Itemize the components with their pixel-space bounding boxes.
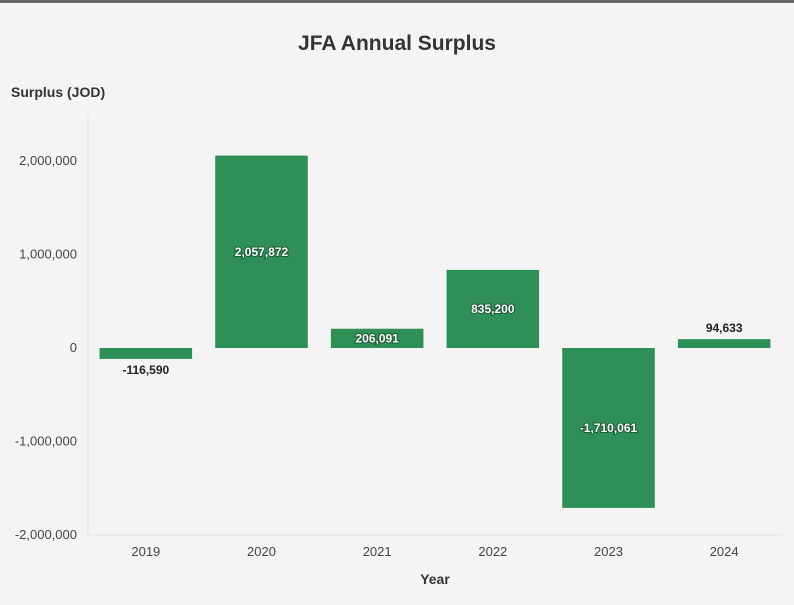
bar-2023 bbox=[562, 348, 655, 508]
bar-2020 bbox=[215, 155, 308, 348]
data-label: -116,590 bbox=[122, 363, 169, 377]
x-tick-label: 2019 bbox=[131, 544, 160, 559]
data-label: 206,091 bbox=[355, 331, 399, 345]
top-border bbox=[0, 0, 794, 3]
y-tick-label: 1,000,000 bbox=[19, 247, 77, 262]
bar-2024 bbox=[677, 339, 771, 348]
y-tick-label: 0 bbox=[70, 340, 77, 355]
y-tick-label: -2,000,000 bbox=[15, 527, 77, 542]
data-label: -1,710,061 bbox=[580, 421, 638, 435]
bar-2022 bbox=[446, 269, 540, 348]
x-tick-label: 2020 bbox=[247, 544, 276, 559]
bar-2019 bbox=[99, 348, 193, 359]
chart-title: JFA Annual Surplus bbox=[298, 32, 496, 55]
y-axis-title: Surplus (JOD) bbox=[11, 84, 106, 100]
x-tick-label: 2022 bbox=[478, 544, 507, 559]
y-tick-label: 2,000,000 bbox=[19, 153, 77, 168]
bar-2021 bbox=[330, 328, 424, 348]
x-tick-label: 2021 bbox=[363, 544, 392, 559]
x-tick-label: 2024 bbox=[710, 544, 739, 559]
data-label: 835,200 bbox=[471, 302, 515, 316]
data-label: 94,633 bbox=[706, 321, 743, 335]
x-tick-label: 2023 bbox=[594, 544, 623, 559]
data-label: 2,057,872 bbox=[235, 245, 289, 259]
x-axis-title: Year bbox=[420, 571, 450, 587]
y-tick-label: -1,000,000 bbox=[15, 434, 77, 449]
